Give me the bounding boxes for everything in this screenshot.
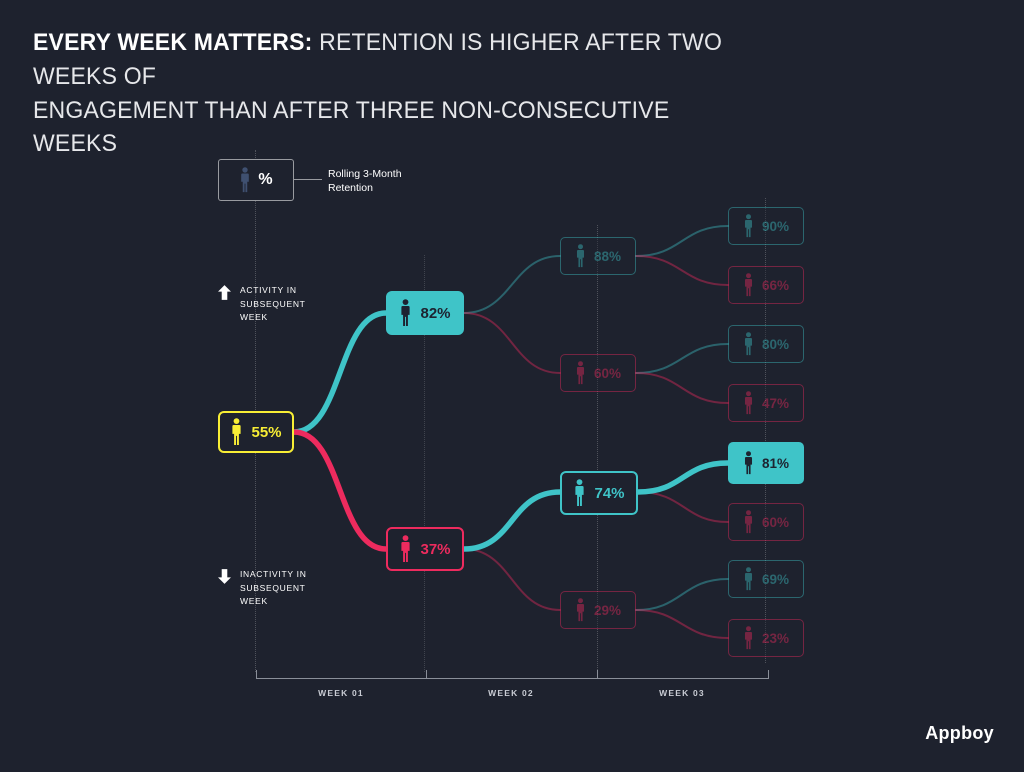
person-icon (743, 391, 754, 415)
axis-tick (768, 670, 769, 679)
week-02-label: WEEK 02 (488, 688, 534, 698)
node-start-55: 55% (218, 411, 294, 453)
link-74-81 (635, 460, 731, 495)
down-arrow-icon (218, 569, 231, 584)
link-60-80 (635, 343, 729, 374)
link-82-88 (463, 255, 561, 314)
node-week3-47: 47% (728, 384, 804, 422)
node-week2-29: 29% (560, 591, 636, 629)
link-88-66 (635, 255, 729, 286)
column-guide-week2 (597, 225, 598, 672)
inactivity-label: INACTIVITY IN SUBSEQUENT WEEK (240, 569, 307, 607)
person-icon (743, 214, 754, 238)
node-week3-60: 60% (728, 503, 804, 541)
node-value: 74% (594, 484, 625, 502)
node-value: 66% (761, 277, 790, 293)
week-axis (256, 678, 768, 679)
node-value: 80% (761, 336, 790, 352)
page-title: EVERY WEEK MATTERS: RETENTION IS HIGHER … (33, 26, 747, 161)
week-01-label: WEEK 01 (318, 688, 364, 698)
legend-label: Rolling 3-Month Retention (328, 168, 402, 194)
node-week3-69: 69% (728, 560, 804, 598)
person-icon (575, 244, 586, 268)
node-week1-active-82: 82% (386, 291, 464, 335)
activity-annotation: ACTIVITY IN SUBSEQUENT WEEK (218, 284, 306, 325)
node-week3-23: 23% (728, 619, 804, 657)
node-week1-inactive-37: 37% (386, 527, 464, 571)
column-guide-week1 (424, 255, 425, 672)
node-value: 60% (761, 514, 790, 530)
legend-box: % (218, 159, 294, 201)
title-rest: RETENTION IS HIGHER AFTER TWO WEEKS OF E… (33, 29, 723, 158)
person-icon (573, 479, 586, 507)
node-value: 29% (593, 602, 622, 618)
node-value: 23% (761, 630, 790, 646)
node-week3-66: 66% (728, 266, 804, 304)
person-icon (399, 535, 412, 563)
week-03-label: WEEK 03 (659, 688, 705, 698)
node-value: 88% (593, 248, 622, 264)
node-value: 82% (420, 304, 451, 322)
up-arrow-icon (218, 285, 231, 300)
node-value: 55% (251, 423, 282, 441)
link-88-90 (635, 225, 729, 257)
link-74-60b (637, 491, 729, 523)
node-week3-90: 90% (728, 207, 804, 245)
activity-label: ACTIVITY IN SUBSEQUENT WEEK (240, 285, 306, 323)
link-55-82 (291, 310, 389, 435)
link-29-23 (635, 609, 729, 639)
link-37-74 (461, 489, 563, 552)
node-value: 69% (761, 571, 790, 587)
link-29-69 (635, 578, 729, 611)
node-week2-74: 74% (560, 471, 638, 515)
node-week2-60: 60% (560, 354, 636, 392)
person-icon (399, 299, 412, 327)
person-icon (743, 273, 754, 297)
link-55-37 (291, 429, 389, 552)
node-value: 81% (761, 455, 790, 471)
node-value: 37% (420, 540, 451, 558)
node-week3-80: 80% (728, 325, 804, 363)
axis-tick (597, 670, 598, 679)
node-value: 60% (593, 365, 622, 381)
person-icon (743, 626, 754, 650)
person-icon (575, 598, 586, 622)
person-icon (575, 361, 586, 385)
node-week3-81-highlight: 81% (728, 442, 804, 484)
node-value: 47% (761, 395, 790, 411)
person-icon (239, 167, 251, 193)
person-icon (743, 451, 754, 475)
link-60-47 (635, 372, 729, 404)
person-icon (743, 510, 754, 534)
title-emphasis: EVERY WEEK MATTERS: (33, 29, 313, 56)
legend-percent-symbol: % (258, 171, 273, 188)
node-week2-88: 88% (560, 237, 636, 275)
inactivity-annotation: INACTIVITY IN SUBSEQUENT WEEK (218, 568, 307, 609)
legend-connector (294, 179, 322, 180)
axis-tick (426, 670, 427, 679)
axis-tick (256, 670, 257, 679)
link-37-29 (463, 548, 561, 611)
person-icon (743, 567, 754, 591)
appboy-logo: Appboy (925, 723, 994, 743)
link-82-60 (463, 312, 561, 374)
column-guide-week3 (765, 198, 766, 663)
node-value: 90% (761, 218, 790, 234)
person-icon (230, 418, 243, 446)
person-icon (743, 332, 754, 356)
